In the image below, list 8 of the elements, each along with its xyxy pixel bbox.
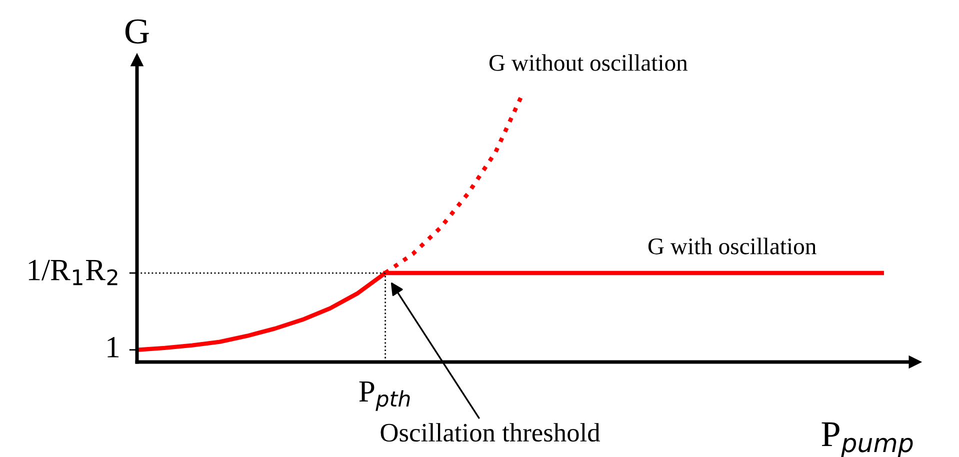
- text: Oscillation threshold: [380, 423, 600, 442]
- text: 1: [108, 337, 118, 358]
- x-axis-title: P$_{pump}$: [822, 422, 913, 457]
- text: P$_{pth}$: [359, 381, 410, 411]
- series-label: G without oscillation: [489, 54, 688, 71]
- y-axis-title: G: [125, 19, 149, 44]
- series-label: G with oscillation: [648, 238, 816, 254]
- text: 1/R$_{1}$R$_{2}$: [28, 260, 118, 286]
